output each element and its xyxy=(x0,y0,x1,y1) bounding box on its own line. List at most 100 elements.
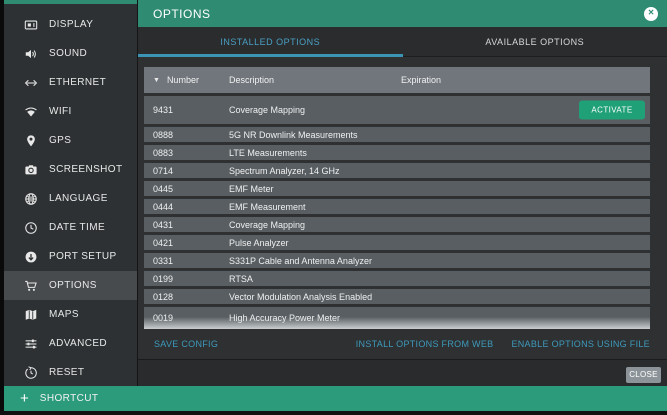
table-row[interactable]: 0421 Pulse Analyzer xyxy=(144,235,650,250)
table-row[interactable]: 0714 Spectrum Analyzer, 14 GHz xyxy=(144,163,650,178)
table-row[interactable]: 0445 EMF Meter xyxy=(144,181,650,196)
column-header-description[interactable]: Description xyxy=(229,75,275,85)
display-icon xyxy=(23,17,38,32)
sidebar-item-ethernet[interactable]: ETHERNET xyxy=(4,68,137,97)
screen-bottom-edge xyxy=(0,411,667,415)
add-shortcut-bar[interactable]: + SHORTCUT xyxy=(0,386,667,411)
dialog-title: OPTIONS xyxy=(153,6,211,21)
sidebar-item-label: RESET xyxy=(49,367,85,378)
dialog-titlebar: OPTIONS × xyxy=(138,0,667,27)
sidebar-item-label: WIFI xyxy=(49,106,72,117)
sidebar-item-label: ETHERNET xyxy=(49,77,107,88)
table-row[interactable]: 0883 LTE Measurements xyxy=(144,145,650,160)
close-icon[interactable]: × xyxy=(644,6,658,21)
sidebar-items: DISPLAY SOUND ETHERNET WIFI GPS SCREENSHOT LAN… xyxy=(4,4,137,387)
sidebar-item-port-setup[interactable]: PORT SETUP xyxy=(4,242,137,271)
sidebar-item-reset[interactable]: RESET xyxy=(4,358,137,387)
sidebar-item-label: SCREENSHOT xyxy=(49,164,123,175)
row-description: Pulse Analyzer xyxy=(229,237,289,248)
gps-icon xyxy=(23,133,38,148)
footer-divider xyxy=(138,359,667,360)
sidebar-item-label: DATE TIME xyxy=(49,222,106,233)
column-header-number[interactable]: ▼ Number xyxy=(153,75,199,85)
row-description: LTE Measurements xyxy=(229,147,307,158)
table-row[interactable]: 0331 S331P Cable and Antenna Analyzer xyxy=(144,253,650,268)
table-row[interactable]: 0444 EMF Measurement xyxy=(144,199,650,214)
sidebar-item-label: ADVANCED xyxy=(49,338,108,349)
settings-sidebar: DISPLAY SOUND ETHERNET WIFI GPS SCREENSHOT LAN… xyxy=(4,0,137,386)
port-setup-icon xyxy=(23,249,38,264)
row-number: 0331 xyxy=(153,255,174,266)
sidebar-item-label: LANGUAGE xyxy=(49,193,108,204)
option-actions-row: SAVE CONFIG INSTALL OPTIONS FROM WEB ENA… xyxy=(144,329,650,359)
sidebar-top-accent xyxy=(4,0,137,4)
row-description: Coverage Mapping xyxy=(229,219,306,230)
save-config-link[interactable]: SAVE CONFIG xyxy=(154,339,219,349)
row-description: Spectrum Analyzer, 14 GHz xyxy=(229,165,340,176)
table-row[interactable]: 0888 5G NR Downlink Measurements xyxy=(144,127,650,142)
row-number: 0199 xyxy=(153,273,174,284)
row-number: 0019 xyxy=(153,313,174,323)
wifi-icon xyxy=(23,104,38,119)
enable-options-using-file-link[interactable]: ENABLE OPTIONS USING FILE xyxy=(511,339,650,349)
table-row[interactable]: 9431 Coverage Mapping ACTIVATE xyxy=(144,96,650,124)
sidebar-item-label: PORT SETUP xyxy=(49,251,117,262)
options-dialog: OPTIONS × INSTALLED OPTIONS AVAILABLE OP… xyxy=(137,0,667,389)
sidebar-item-maps[interactable]: MAPS xyxy=(4,300,137,329)
table-row[interactable]: 0431 Coverage Mapping xyxy=(144,217,650,232)
table-body: 9431 Coverage Mapping ACTIVATE 0888 5G NR Do… xyxy=(144,93,650,329)
row-number: 0888 xyxy=(153,129,174,140)
activate-button[interactable]: ACTIVATE xyxy=(579,100,645,120)
row-number: 0445 xyxy=(153,183,174,194)
row-number: 0444 xyxy=(153,201,174,212)
sidebar-item-display[interactable]: DISPLAY xyxy=(4,10,137,39)
table-row[interactable]: 0019 High Accuracy Power Meter xyxy=(144,307,650,329)
ethernet-icon xyxy=(23,75,38,90)
table-row[interactable]: 0128 Vector Modulation Analysis Enabled xyxy=(144,289,650,304)
row-number: 9431 xyxy=(153,105,174,115)
row-number: 0714 xyxy=(153,165,174,176)
row-description: High Accuracy Power Meter xyxy=(229,313,341,323)
shortcut-label: SHORTCUT xyxy=(39,393,99,404)
sidebar-item-gps[interactable]: GPS xyxy=(4,126,137,155)
plus-icon: + xyxy=(20,390,29,407)
language-icon xyxy=(23,191,38,206)
sidebar-item-label: DISPLAY xyxy=(49,19,94,30)
column-header-expiration[interactable]: Expiration xyxy=(401,75,442,85)
sidebar-item-label: GPS xyxy=(49,135,72,146)
install-options-from-web-link[interactable]: INSTALL OPTIONS FROM WEB xyxy=(355,339,494,349)
close-button[interactable]: CLOSE xyxy=(626,366,661,383)
sidebar-item-language[interactable]: LANGUAGE xyxy=(4,184,137,213)
sliders-icon xyxy=(23,336,38,351)
row-description: Vector Modulation Analysis Enabled xyxy=(229,291,373,302)
tab-available-options[interactable]: AVAILABLE OPTIONS xyxy=(485,36,585,47)
row-description: S331P Cable and Antenna Analyzer xyxy=(229,255,372,266)
row-number: 0883 xyxy=(153,147,174,158)
row-description: EMF Measurement xyxy=(229,201,306,212)
row-description: 5G NR Downlink Measurements xyxy=(229,129,358,140)
sidebar-item-options[interactable]: OPTIONS xyxy=(4,271,137,300)
sidebar-item-label: SOUND xyxy=(49,48,88,59)
screen-left-edge xyxy=(0,0,4,415)
table-header: ▼ Number Description Expiration xyxy=(144,67,650,93)
map-icon xyxy=(23,307,38,322)
table-row[interactable]: 0199 RTSA xyxy=(144,271,650,286)
row-description: Coverage Mapping xyxy=(229,105,306,115)
screenshot-icon xyxy=(23,162,38,177)
clock-icon xyxy=(23,220,38,235)
options-tabbar: INSTALLED OPTIONS AVAILABLE OPTIONS xyxy=(138,27,667,57)
sidebar-item-wifi[interactable]: WIFI xyxy=(4,97,137,126)
row-number: 0128 xyxy=(153,291,174,302)
sidebar-item-screenshot[interactable]: SCREENSHOT xyxy=(4,155,137,184)
sidebar-item-date-time[interactable]: DATE TIME xyxy=(4,213,137,242)
sidebar-item-sound[interactable]: SOUND xyxy=(4,39,137,68)
row-number: 0431 xyxy=(153,219,174,230)
sound-icon xyxy=(23,46,38,61)
sidebar-item-advanced[interactable]: ADVANCED xyxy=(4,329,137,358)
installed-options-content: ▼ Number Description Expiration 9431 Cove… xyxy=(138,57,667,359)
row-number: 0421 xyxy=(153,237,174,248)
sort-desc-icon: ▼ xyxy=(153,76,160,84)
tab-installed-options[interactable]: INSTALLED OPTIONS xyxy=(138,27,403,57)
reset-icon xyxy=(23,365,38,380)
